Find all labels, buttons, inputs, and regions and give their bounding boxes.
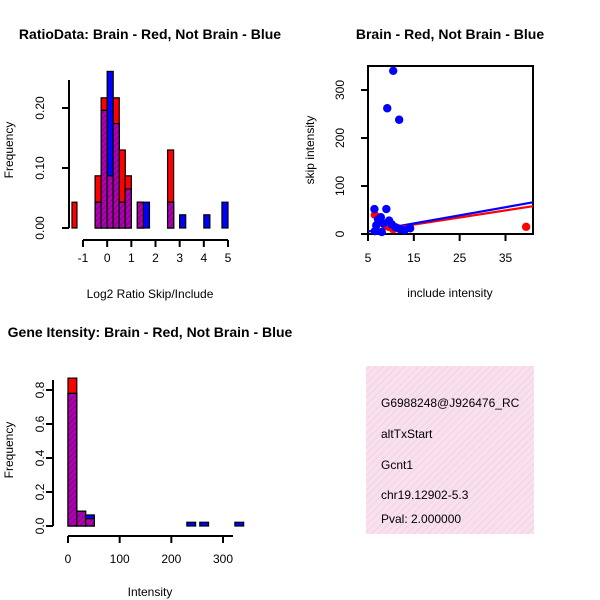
intensity-x-label: Intensity [128, 585, 173, 599]
overlap-bar [112, 122, 120, 229]
ratio-title: RatioData: Brain - Red, Not Brain - Blue [19, 26, 281, 42]
scatter-title: Brain - Red, Not Brain - Blue [356, 26, 544, 42]
overlap-bar [106, 175, 114, 229]
ratio-x-tick-label: 5 [225, 251, 232, 265]
not-brain-point [382, 204, 391, 214]
overlap-bar [76, 510, 87, 527]
scatter-y-tick-label: 100 [333, 176, 347, 196]
intensity-y-tick-label: 0.2 [33, 483, 47, 500]
not-brain-point [394, 115, 404, 124]
intensity-x-tick-label: 300 [213, 552, 233, 566]
genomic-location: chr19.12902-5.3 [381, 488, 469, 502]
ratio-x-label: Log2 Ratio Skip/Include [87, 287, 214, 301]
ratio-x-tick-label: -1 [78, 251, 89, 265]
ratio-x-tick-label: 4 [200, 251, 207, 265]
ratio-histogram: RatioData: Brain - Red, Not Brain - Blue… [2, 26, 281, 301]
intensity-title: Gene Itensity: Brain - Red, Not Brain - … [8, 324, 293, 340]
scatter-x-tick-label: 15 [407, 251, 421, 265]
info-panel: G6988248@J926476_RC altTxStart Gcnt1 chr… [366, 366, 534, 534]
not-brain-point [389, 66, 398, 76]
scatter-y-tick-label: 200 [333, 128, 347, 148]
event-type: altTxStart [381, 427, 433, 441]
ratio-bars [71, 70, 229, 229]
overlap-bar [67, 392, 78, 527]
scatter-x-tick-label: 35 [499, 251, 513, 265]
not-brain-bar [199, 521, 210, 527]
not-brain-point [405, 224, 415, 233]
gene-name: Gcnt1 [381, 458, 413, 472]
overlap-bar [100, 109, 108, 229]
intensity-bars [67, 377, 245, 527]
intensity-y-tick-label: 0.6 [33, 415, 47, 432]
intensity-y-tick-label: 0.4 [33, 449, 47, 466]
not-brain-bar [234, 521, 245, 527]
ratio-y-tick-label: 0.00 [33, 216, 47, 240]
not-brain-bar [203, 214, 211, 229]
intensity-x-tick-label: 100 [110, 552, 130, 566]
scatter-x-tick-label: 25 [453, 251, 467, 265]
p-value: Pval: 2.000000 [381, 512, 461, 526]
ratio-y-label: Frequency [2, 122, 16, 179]
ratio-x-tick-label: 2 [152, 251, 159, 265]
not-brain-point [383, 104, 392, 113]
intensity-histogram: Gene Itensity: Brain - Red, Not Brain - … [2, 324, 293, 599]
ratio-y-tick-label: 0.20 [33, 96, 47, 120]
scatter-x-label: include intensity [407, 286, 492, 300]
scatter-y-tick-label: 0 [333, 230, 347, 237]
intensity-scatter: Brain - Red, Not Brain - Blue 5 15 25 35 0 1… [303, 26, 544, 300]
overlap-bar [166, 201, 175, 229]
overlap-bar [118, 201, 126, 229]
intensity-x-tick-label: 200 [161, 552, 181, 566]
scatter-y-tick-label: 300 [333, 80, 347, 100]
not-brain-bar [221, 201, 229, 229]
intensity-x-tick-label: 0 [65, 552, 72, 566]
ratio-x-tick-label: 3 [176, 251, 183, 265]
intensity-y-tick-label: 0.8 [33, 381, 47, 398]
ratio-x-tick-label: 1 [128, 251, 135, 265]
not-brain-bar [179, 214, 187, 229]
scatter-points [370, 66, 531, 237]
scatter-plot-box [367, 65, 534, 235]
scatter-y-label: skip intensity [303, 116, 317, 185]
ratio-y-tick-label: 0.10 [33, 156, 47, 180]
overlap-bar [84, 518, 95, 527]
event-id: G6988248@J926476_RC [381, 396, 520, 410]
ratio-x-tick-label: 0 [104, 251, 111, 265]
info-panel-background [366, 366, 534, 534]
brain-point [521, 222, 531, 231]
intensity-y-tick-label: 0.0 [33, 517, 47, 534]
intensity-y-label: Frequency [2, 422, 16, 479]
overlap-bar [136, 201, 145, 229]
not-brain-point [370, 204, 379, 214]
not-brain-point [370, 226, 380, 236]
not-brain-point [377, 227, 386, 237]
not-brain-bar [142, 201, 151, 229]
not-brain-bar [186, 521, 197, 527]
scatter-x-tick-label: 5 [365, 251, 372, 265]
brain-bar [71, 201, 78, 229]
overlap-bar [124, 188, 132, 229]
overlap-bar [94, 201, 102, 229]
